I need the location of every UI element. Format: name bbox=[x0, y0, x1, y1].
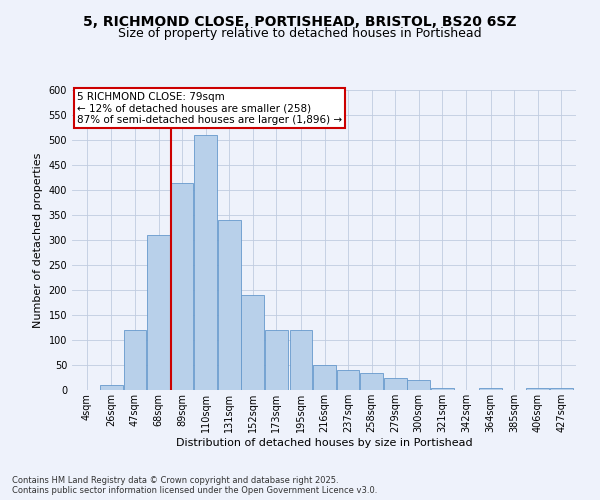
Bar bbox=[218, 220, 241, 390]
Bar bbox=[100, 385, 123, 390]
Bar bbox=[361, 372, 383, 390]
Text: Size of property relative to detached houses in Portishead: Size of property relative to detached ho… bbox=[118, 28, 482, 40]
Text: Contains HM Land Registry data © Crown copyright and database right 2025.
Contai: Contains HM Land Registry data © Crown c… bbox=[12, 476, 377, 495]
Bar bbox=[407, 380, 430, 390]
Bar bbox=[313, 365, 336, 390]
Y-axis label: Number of detached properties: Number of detached properties bbox=[33, 152, 43, 328]
Bar bbox=[241, 295, 264, 390]
Bar bbox=[479, 388, 502, 390]
Bar bbox=[171, 182, 193, 390]
X-axis label: Distribution of detached houses by size in Portishead: Distribution of detached houses by size … bbox=[176, 438, 472, 448]
Bar bbox=[337, 370, 359, 390]
Bar bbox=[526, 388, 549, 390]
Bar bbox=[431, 388, 454, 390]
Text: 5 RICHMOND CLOSE: 79sqm
← 12% of detached houses are smaller (258)
87% of semi-d: 5 RICHMOND CLOSE: 79sqm ← 12% of detache… bbox=[77, 92, 342, 124]
Bar bbox=[384, 378, 407, 390]
Bar bbox=[124, 330, 146, 390]
Text: 5, RICHMOND CLOSE, PORTISHEAD, BRISTOL, BS20 6SZ: 5, RICHMOND CLOSE, PORTISHEAD, BRISTOL, … bbox=[83, 15, 517, 29]
Bar bbox=[550, 388, 572, 390]
Bar bbox=[194, 135, 217, 390]
Bar bbox=[147, 235, 170, 390]
Bar bbox=[265, 330, 287, 390]
Bar bbox=[290, 330, 313, 390]
